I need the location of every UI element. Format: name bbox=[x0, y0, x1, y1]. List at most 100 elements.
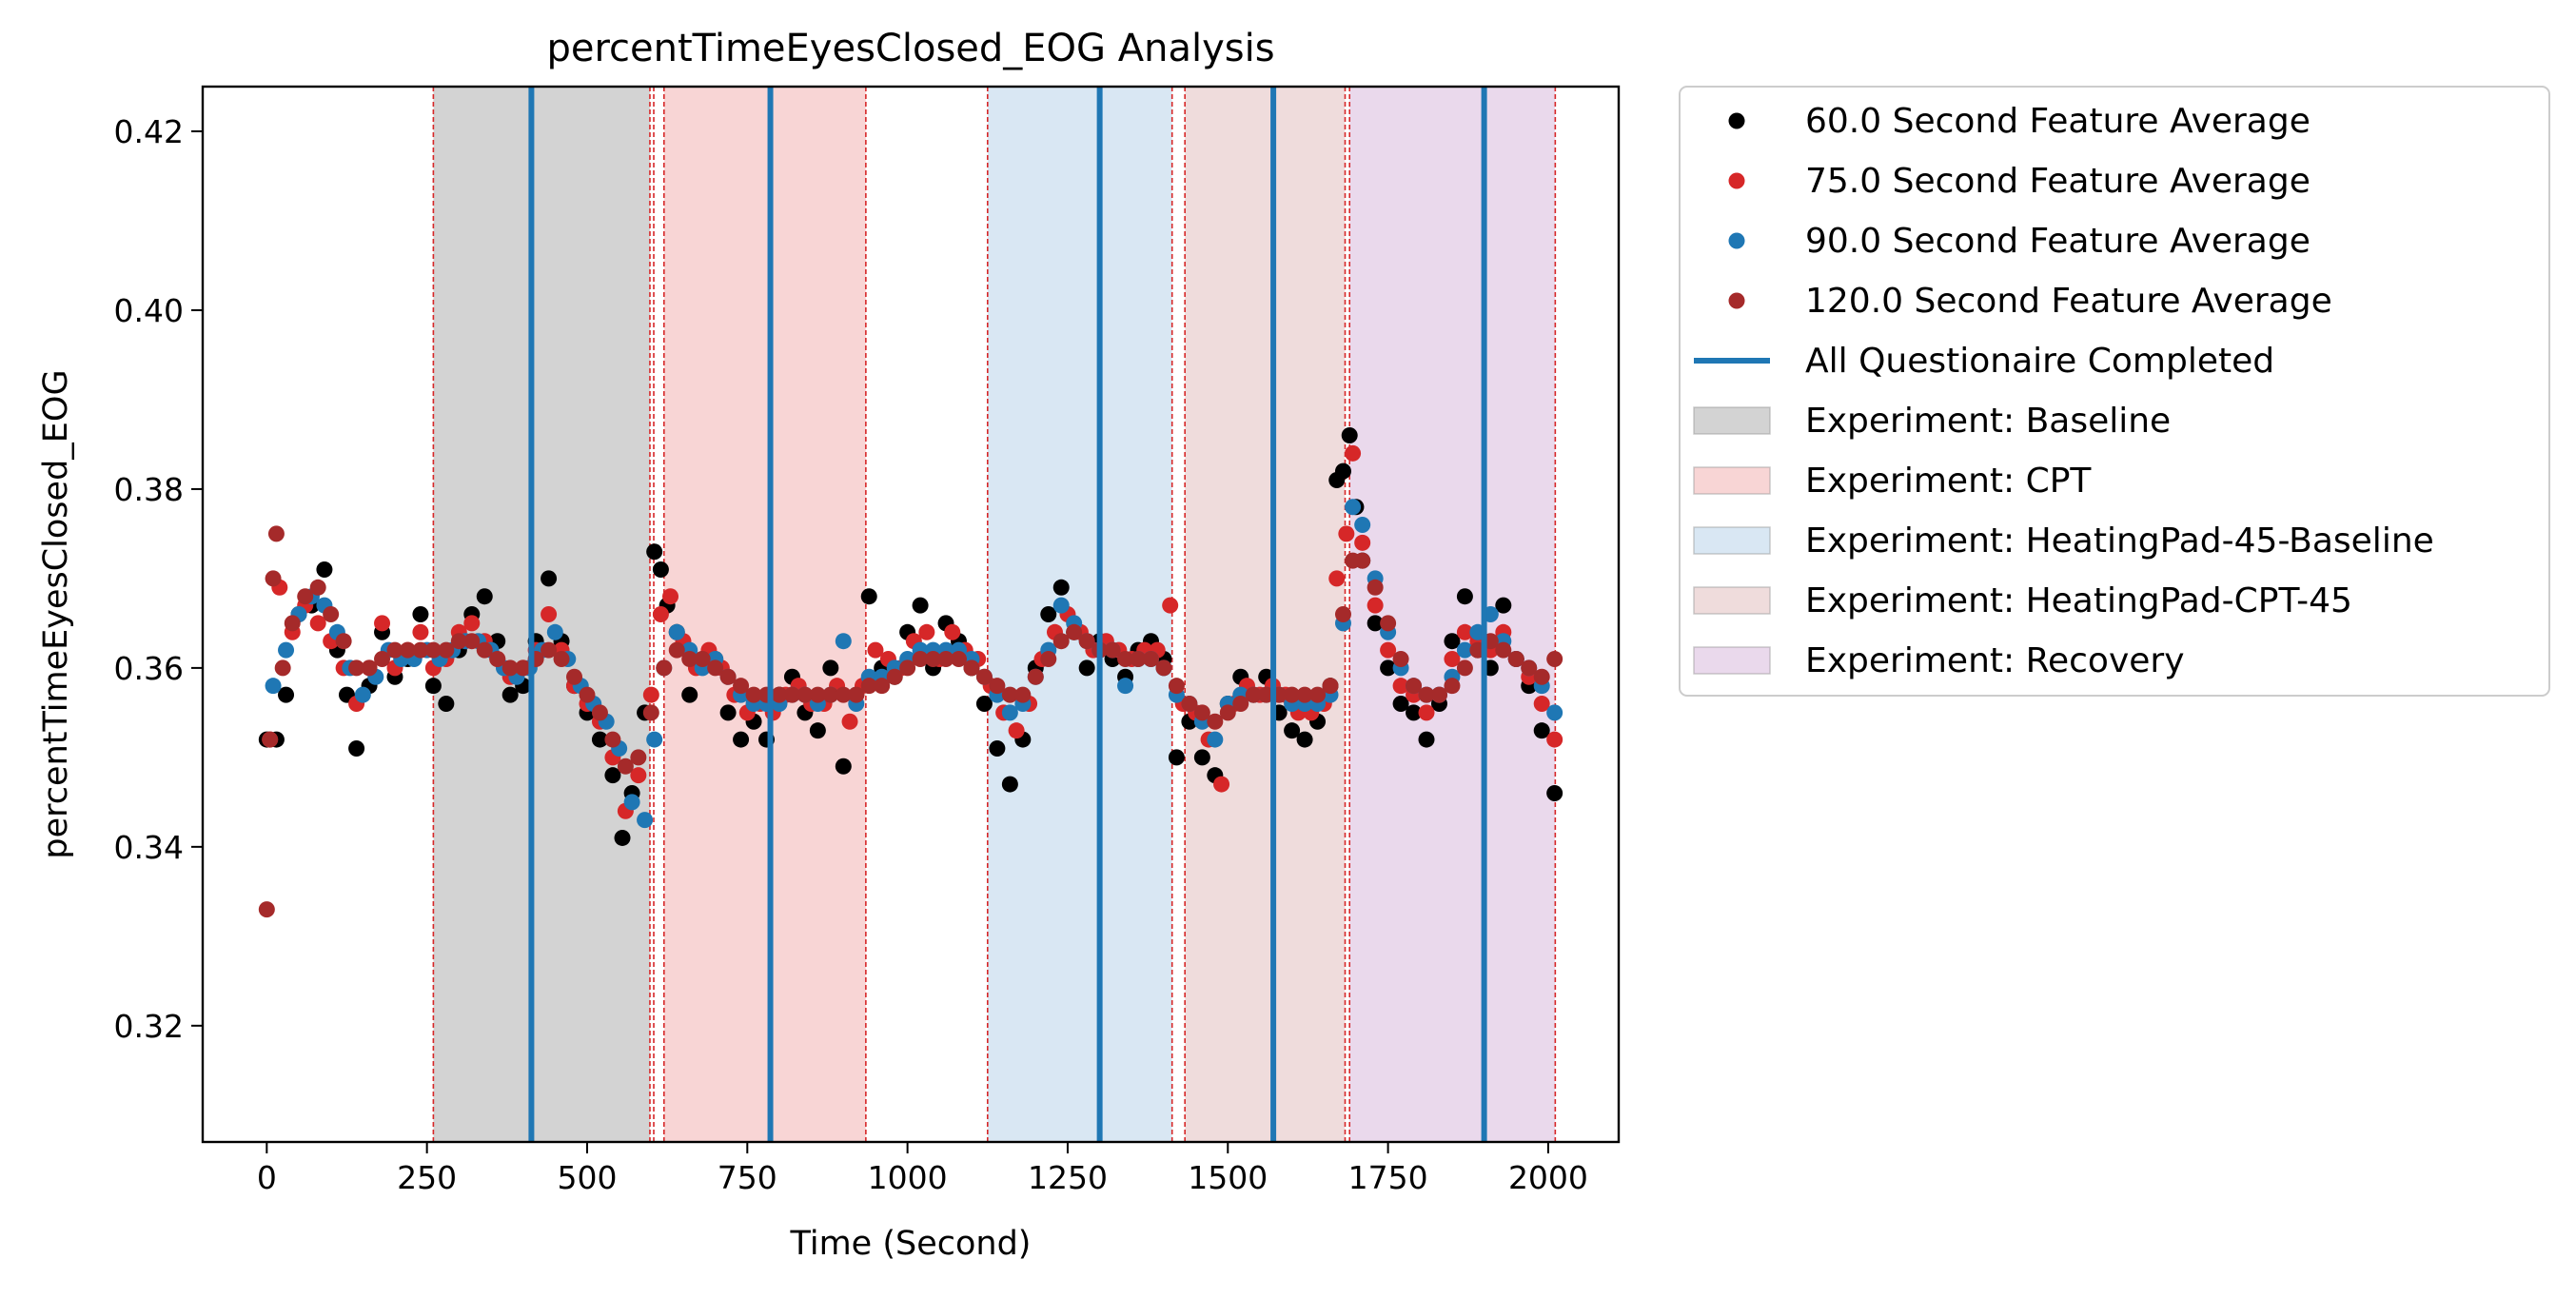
data-point bbox=[424, 641, 442, 659]
data-point bbox=[335, 633, 352, 650]
legend-item-4: 120.0 Second Feature Average bbox=[1728, 282, 2332, 321]
data-point bbox=[899, 659, 916, 677]
data-point bbox=[566, 668, 583, 685]
data-point bbox=[1322, 678, 1339, 695]
data-point bbox=[668, 623, 685, 640]
data-point bbox=[1533, 695, 1550, 712]
data-point bbox=[1296, 686, 1313, 703]
legend-item-3: 90.0 Second Feature Average bbox=[1728, 222, 2311, 261]
y-tick-label: 0.38 bbox=[114, 471, 184, 508]
data-point bbox=[374, 615, 391, 632]
data-point bbox=[874, 678, 891, 695]
x-tick-label: 500 bbox=[557, 1159, 617, 1196]
data-point bbox=[501, 659, 519, 677]
data-point bbox=[501, 686, 519, 703]
data-point bbox=[450, 633, 467, 650]
data-point bbox=[848, 686, 865, 703]
data-point bbox=[1392, 650, 1409, 667]
data-point bbox=[591, 704, 608, 721]
data-point bbox=[1418, 686, 1435, 703]
x-tick-label: 250 bbox=[397, 1159, 457, 1196]
data-point bbox=[309, 579, 326, 596]
data-point bbox=[1546, 704, 1563, 721]
data-point bbox=[424, 678, 442, 695]
data-point bbox=[546, 623, 563, 640]
legend-label: All Questionaire Completed bbox=[1805, 342, 2274, 381]
legend-label: Experiment: CPT bbox=[1805, 462, 2092, 501]
series-4 bbox=[258, 525, 1563, 918]
legend-marker-patch bbox=[1693, 586, 1771, 615]
legend-label: Experiment: Recovery bbox=[1805, 641, 2185, 680]
data-point bbox=[1040, 650, 1057, 667]
legend-item-5: All Questionaire Completed bbox=[1694, 342, 2274, 381]
experiment-span-2 bbox=[663, 87, 866, 1142]
data-point bbox=[1430, 686, 1447, 703]
legend-marker-patch bbox=[1693, 406, 1771, 435]
data-point bbox=[1296, 731, 1313, 748]
legend-marker-patch bbox=[1693, 526, 1771, 555]
experiment-span-3 bbox=[987, 87, 1172, 1142]
data-point bbox=[1155, 659, 1172, 677]
data-point bbox=[1456, 659, 1473, 677]
legend-label: Experiment: Baseline bbox=[1805, 402, 2171, 441]
data-point bbox=[681, 650, 698, 667]
data-point bbox=[860, 588, 877, 605]
data-point bbox=[412, 606, 429, 622]
data-point bbox=[1014, 686, 1032, 703]
data-point bbox=[463, 615, 481, 632]
data-points bbox=[258, 427, 1563, 918]
data-point bbox=[1354, 517, 1371, 534]
data-point bbox=[918, 623, 935, 640]
data-point bbox=[262, 731, 279, 748]
data-point bbox=[637, 812, 654, 829]
data-point bbox=[1284, 722, 1301, 739]
data-point bbox=[841, 713, 858, 730]
data-point bbox=[323, 606, 340, 622]
data-point bbox=[1258, 686, 1275, 703]
data-point bbox=[1507, 650, 1524, 667]
x-tick-label: 1500 bbox=[1188, 1159, 1268, 1196]
data-point bbox=[809, 722, 826, 739]
data-point bbox=[1130, 650, 1147, 667]
data-point bbox=[835, 758, 852, 775]
data-point bbox=[617, 758, 634, 775]
data-point bbox=[1008, 722, 1025, 739]
data-point bbox=[274, 659, 291, 677]
data-point bbox=[1367, 615, 1384, 632]
data-point bbox=[652, 561, 669, 579]
data-point bbox=[476, 588, 493, 605]
data-point bbox=[412, 623, 429, 640]
data-point bbox=[1354, 534, 1371, 551]
data-point bbox=[630, 767, 647, 784]
data-point bbox=[1078, 659, 1095, 677]
data-point bbox=[541, 641, 558, 659]
data-point bbox=[646, 731, 663, 748]
data-point bbox=[412, 641, 429, 659]
data-point bbox=[1245, 686, 1262, 703]
data-point bbox=[1207, 713, 1224, 730]
data-point bbox=[361, 659, 378, 677]
legend-marker-dot bbox=[1728, 292, 1745, 309]
data-point bbox=[463, 633, 481, 650]
data-point bbox=[1392, 678, 1409, 695]
data-point bbox=[867, 641, 884, 659]
data-point bbox=[796, 686, 814, 703]
experiment-spans bbox=[433, 87, 1556, 1142]
data-point bbox=[553, 650, 570, 667]
legend-item-2: 75.0 Second Feature Average bbox=[1728, 162, 2311, 201]
data-point bbox=[1418, 704, 1435, 721]
y-tick-label: 0.42 bbox=[114, 113, 184, 150]
legend: 60.0 Second Feature Average 75.0 Second F… bbox=[1679, 86, 2550, 697]
x-tick-label: 1000 bbox=[868, 1159, 948, 1196]
data-point bbox=[1533, 668, 1550, 685]
data-point bbox=[1193, 704, 1210, 721]
legend-marker-patch bbox=[1693, 646, 1771, 675]
data-point bbox=[1232, 695, 1249, 712]
y-tick-label: 0.36 bbox=[114, 650, 184, 687]
data-point bbox=[707, 659, 724, 677]
data-point bbox=[1052, 633, 1070, 650]
data-point bbox=[591, 731, 608, 748]
data-point bbox=[438, 695, 455, 712]
data-point bbox=[975, 695, 993, 712]
data-point bbox=[1309, 686, 1327, 703]
